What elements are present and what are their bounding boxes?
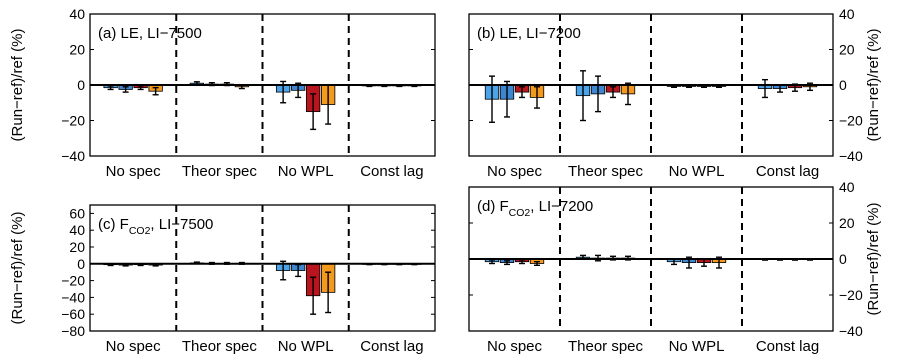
panel-b-category-label: Theor spec xyxy=(568,163,644,180)
panel-c-category-label: No spec xyxy=(106,338,162,355)
panel-c-ytick-label: −40 xyxy=(61,289,85,305)
panel-b-ytick-label: 20 xyxy=(839,42,855,58)
panel-b-ytick-label: 40 xyxy=(839,6,855,22)
panel-b-category-label: No WPL xyxy=(669,163,725,180)
panel-b-ylabel: (Run−ref)/ref (%) xyxy=(865,29,882,142)
panel-c-category-label: Const lag xyxy=(360,338,423,355)
panel-c-ytick-label: −20 xyxy=(61,273,85,289)
panel-d-ytick-label: 40 xyxy=(839,179,855,195)
panel-d-category-label: Const lag xyxy=(756,338,819,355)
panel-c-category-label: No WPL xyxy=(278,338,334,355)
panel-c-ytick-label: 60 xyxy=(69,205,85,221)
panel-a-ytick-label: 0 xyxy=(77,77,85,93)
panel-a-category-label: Theor spec xyxy=(182,163,258,180)
panel-a: −40 −20 0 20 40 (Run−ref)/ref (%) No spec Theor… xyxy=(9,6,436,180)
panel-a-category-label: No WPL xyxy=(278,163,334,180)
panel-c-ytick-label: 20 xyxy=(69,239,85,255)
panel-a-ytick-label: 40 xyxy=(69,6,85,22)
panel-b-ytick-label: −20 xyxy=(839,113,863,129)
panel-d-ytick-label: 0 xyxy=(839,251,847,267)
panel-c-title-subscript: CO2 xyxy=(129,225,151,237)
panel-a-category-label: Const lag xyxy=(360,163,423,180)
panel-c-category-label: Theor spec xyxy=(182,338,258,355)
panel-c-ytick-label: 40 xyxy=(69,222,85,238)
panel-a-ytick-label: −20 xyxy=(61,113,85,129)
panel-d-title-part: (d) F xyxy=(477,198,509,215)
panel-c-title-part: , LI−7500 xyxy=(150,216,213,233)
panel-c-title: (c) FCO2, LI−7500 xyxy=(98,216,213,237)
panel-d-category-label: No spec xyxy=(487,338,543,355)
panel-d-ylabel: (Run−ref)/ref (%) xyxy=(865,203,882,316)
panel-b-title: (b) LE, LI−7200 xyxy=(477,25,581,42)
panel-c-ytick-label: 0 xyxy=(77,256,85,272)
panel-d-category-label: Theor spec xyxy=(568,338,644,355)
panel-a-ylabel: (Run−ref)/ref (%) xyxy=(9,29,26,142)
panel-d-ytick-label: −40 xyxy=(839,323,863,339)
panel-d-title: (d) FCO2, LI−7200 xyxy=(477,198,593,219)
panel-a-ytick-label: 20 xyxy=(69,42,85,58)
panel-d-title-part: , LI−7200 xyxy=(530,198,593,215)
panel-b: −40 −20 0 20 40 (Run−ref)/ref (%) No spec Theor… xyxy=(468,6,882,180)
panel-a-title: (a) LE, LI−7500 xyxy=(98,25,202,42)
panel-c-ylabel: (Run−ref)/ref (%) xyxy=(9,212,26,325)
panel-c-ytick-label: −80 xyxy=(61,323,85,339)
panel-b-title-part: (b) LE, LI−7200 xyxy=(477,25,581,42)
panel-c-ytick-label: −60 xyxy=(61,306,85,322)
panel-a-title-part: (a) LE, LI−7500 xyxy=(98,25,202,42)
panel-c-title-part: (c) F xyxy=(98,216,129,233)
panel-d: −40 −20 0 20 40 (Run−ref)/ref (%) No spec Theor… xyxy=(468,179,882,355)
panel-b-category-label: No spec xyxy=(487,163,543,180)
panel-a-category-label: No spec xyxy=(106,163,162,180)
panel-d-title-subscript: CO2 xyxy=(509,207,531,219)
panel-d-ytick-label: −20 xyxy=(839,287,863,303)
panel-b-ytick-label: 0 xyxy=(839,77,847,93)
panel-d-ytick-label: 20 xyxy=(839,215,855,231)
panel-b-ytick-label: −40 xyxy=(839,148,863,164)
panel-a-ytick-label: −40 xyxy=(61,148,85,164)
panel-d-category-label: No WPL xyxy=(669,338,725,355)
panel-b-category-label: Const lag xyxy=(756,163,819,180)
